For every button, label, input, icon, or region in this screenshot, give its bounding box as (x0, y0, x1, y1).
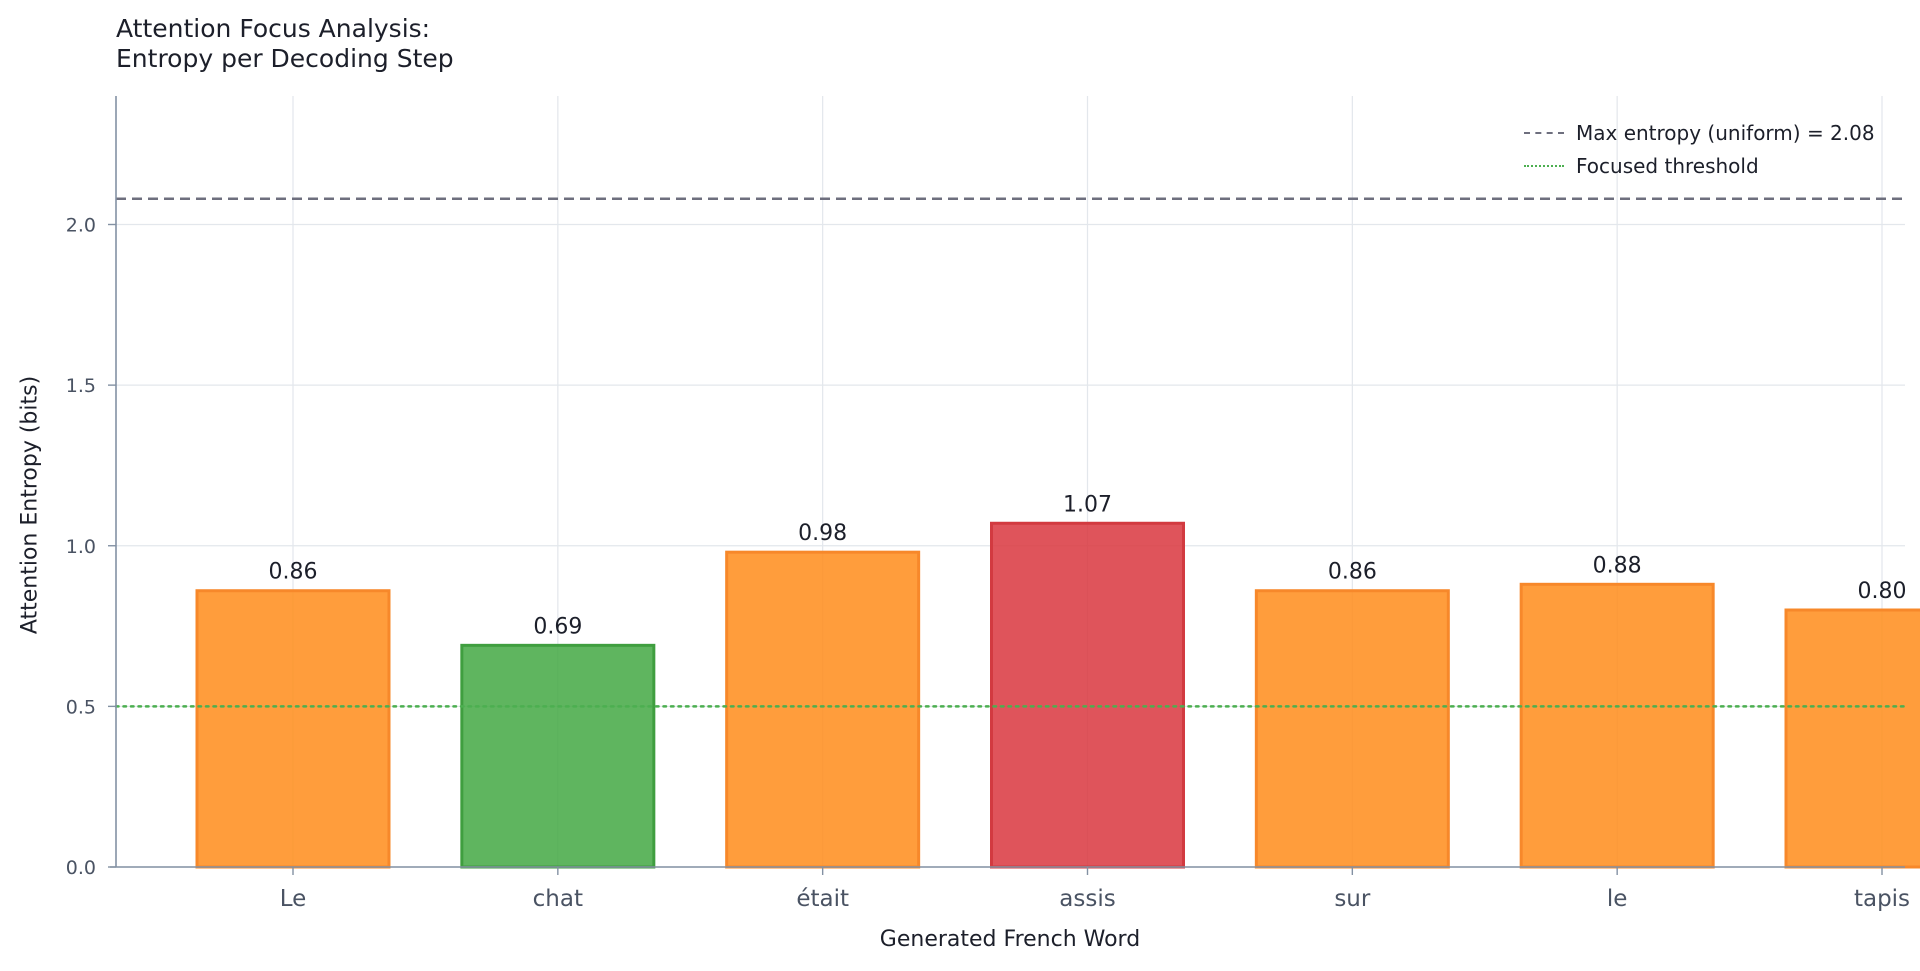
data-label-3: 1.07 (1063, 492, 1112, 517)
x-tick-label: Le (280, 886, 307, 912)
data-label-6: 0.80 (1858, 579, 1907, 604)
x-tick-label: assis (1059, 886, 1115, 912)
legend-item-focused-threshold: Focused threshold (1524, 149, 1875, 182)
bar-3 (990, 521, 1185, 869)
x-axis-label: Generated French Word (879, 927, 1141, 952)
x-tick-label: sur (1334, 886, 1371, 912)
x-tick-label: était (796, 886, 849, 912)
bar-4 (1254, 589, 1450, 869)
legend-dotted-line-icon (1524, 164, 1564, 167)
bar-1 (460, 643, 656, 869)
data-label-0: 0.86 (269, 560, 318, 585)
legend-label-max-entropy: Max entropy (uniform) = 2.08 (1576, 120, 1875, 145)
data-label-4: 0.86 (1328, 560, 1377, 585)
legend-label-focused-threshold: Focused threshold (1576, 153, 1759, 178)
bar-0 (195, 589, 391, 869)
data-label-2: 0.98 (798, 521, 847, 546)
y-tick-label: 0.5 (66, 696, 96, 718)
data-label-5: 0.88 (1593, 553, 1642, 578)
x-tick-label: chat (533, 886, 583, 912)
chart-title-line-2: Entropy per Decoding Step (116, 44, 454, 73)
x-tick-label: le (1607, 886, 1628, 912)
bar-2 (725, 550, 921, 869)
y-tick-label: 2.0 (66, 215, 96, 237)
data-label-1: 0.69 (533, 614, 582, 639)
y-axis-label: Attention Entropy (bits) (17, 375, 43, 635)
y-tick-label: 1.0 (66, 536, 96, 558)
y-tick-label: 1.5 (66, 375, 96, 397)
y-tick-label: 0.0 (66, 857, 96, 879)
chart-title-line-1: Attention Focus Analysis: (116, 14, 431, 43)
legend: Max entropy (uniform) = 2.08 Focused thr… (1524, 116, 1875, 182)
x-tick-label: tapis (1854, 886, 1910, 912)
bar-5 (1519, 582, 1715, 869)
legend-item-max-entropy: Max entropy (uniform) = 2.08 (1524, 116, 1875, 149)
legend-dashed-line-icon (1524, 131, 1564, 134)
bar-6 (1784, 608, 1920, 869)
